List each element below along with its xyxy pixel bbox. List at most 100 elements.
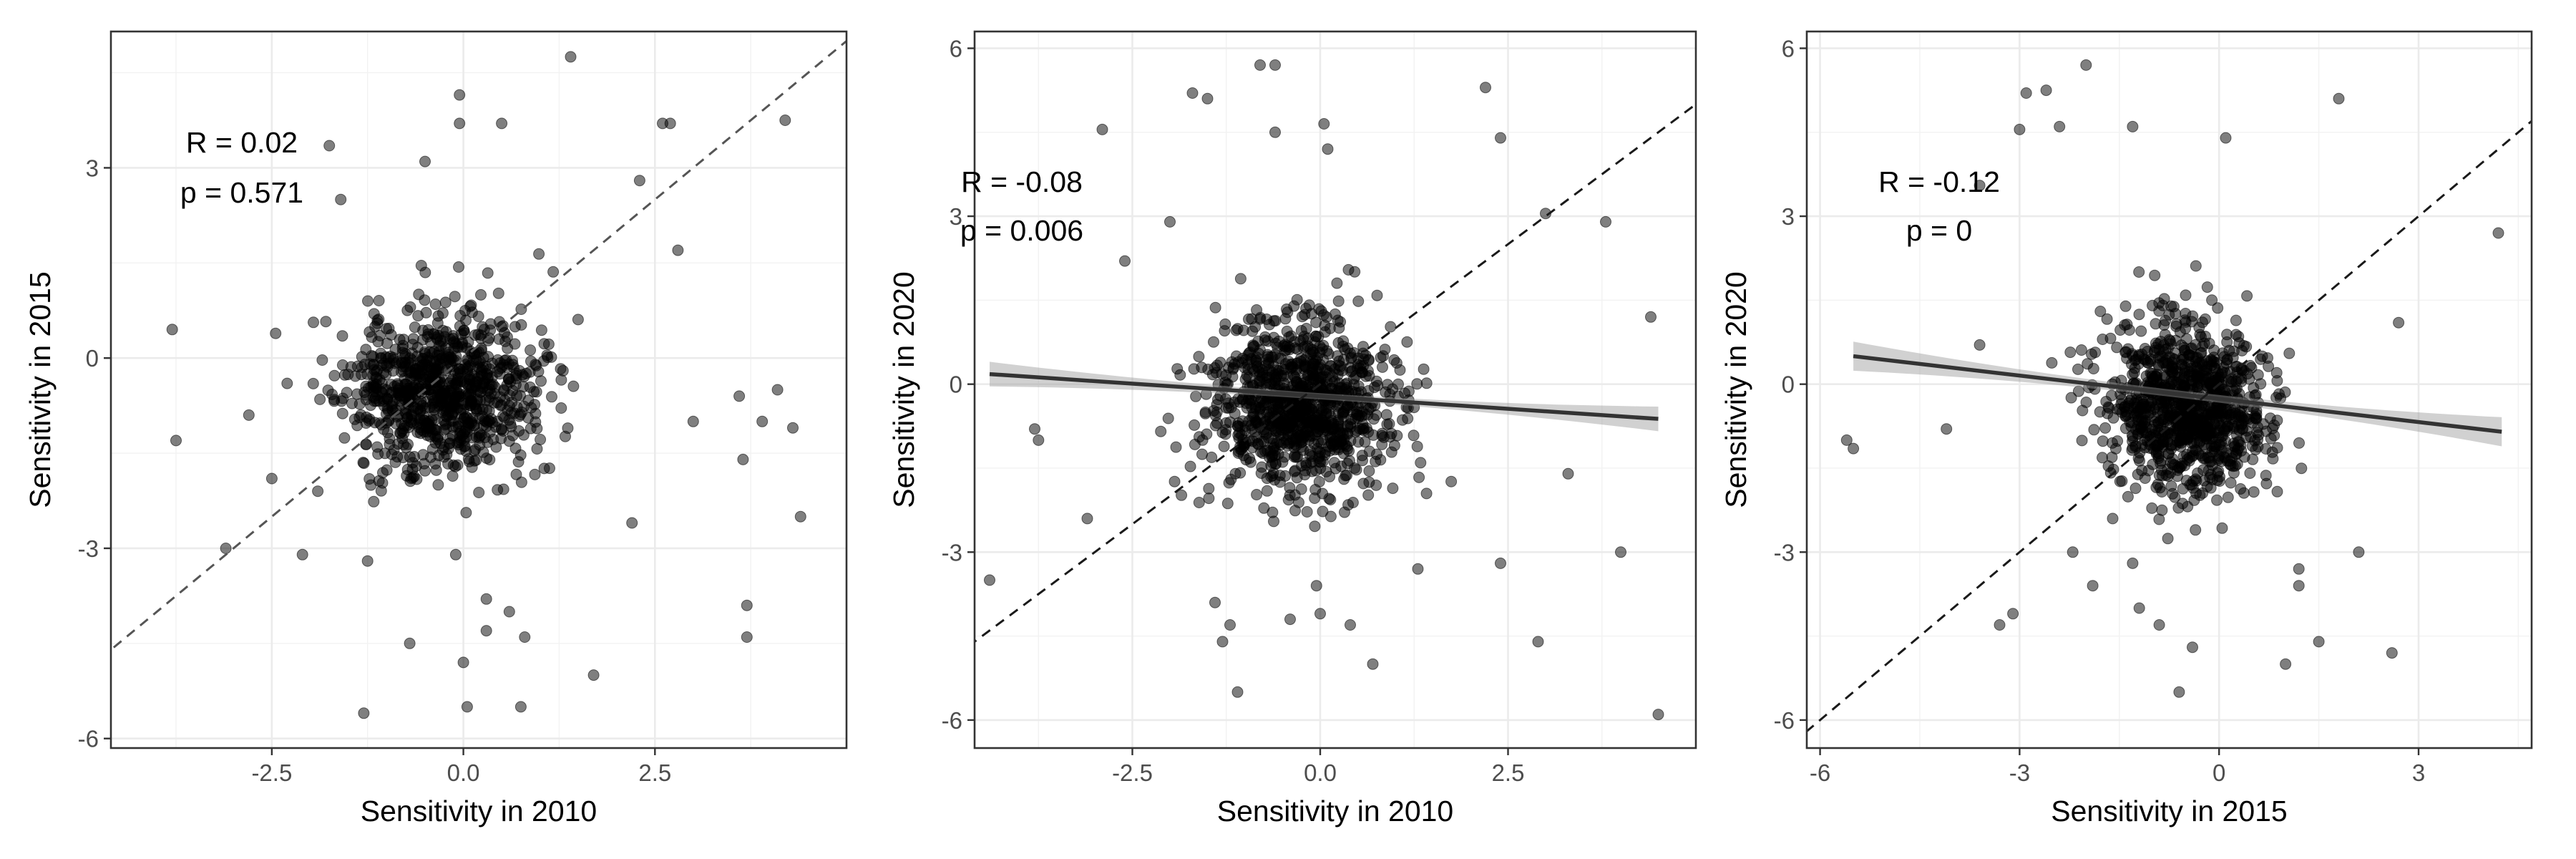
data-point xyxy=(519,631,531,643)
data-point xyxy=(2222,491,2234,503)
data-point xyxy=(2162,357,2174,369)
data-point xyxy=(1216,427,1229,439)
data-point xyxy=(1208,336,1219,348)
data-point xyxy=(2139,472,2151,484)
data-point xyxy=(2202,430,2214,442)
panel-border xyxy=(109,30,848,749)
data-point xyxy=(2162,396,2175,408)
data-point xyxy=(406,347,418,359)
data-point xyxy=(2248,486,2260,498)
data-point xyxy=(1304,374,1317,386)
data-point xyxy=(320,316,332,328)
data-point xyxy=(2127,120,2139,132)
data-point xyxy=(1306,414,1318,427)
data-point xyxy=(2146,502,2158,514)
data-point xyxy=(2220,132,2232,144)
data-point xyxy=(2153,469,2165,481)
data-point xyxy=(2211,494,2223,506)
y-tick-label: -6 xyxy=(942,707,962,734)
data-point xyxy=(1328,457,1340,469)
data-point xyxy=(425,366,437,378)
data-point xyxy=(1351,406,1363,418)
data-point xyxy=(2227,351,2239,364)
data-point xyxy=(1342,457,1354,470)
data-point xyxy=(2107,513,2119,525)
data-point xyxy=(341,387,353,399)
data-point xyxy=(460,507,472,519)
data-point xyxy=(483,405,495,417)
data-point xyxy=(348,413,361,425)
data-point xyxy=(369,395,381,407)
data-point xyxy=(1189,419,1201,431)
data-point xyxy=(1301,506,1313,518)
data-point xyxy=(1383,418,1395,430)
data-point xyxy=(2122,400,2134,412)
data-point xyxy=(525,344,537,356)
data-point xyxy=(439,354,452,366)
data-point xyxy=(2393,316,2405,329)
y-tick-label: 3 xyxy=(950,203,962,230)
data-point xyxy=(2180,401,2192,413)
data-point xyxy=(2178,379,2190,391)
data-point xyxy=(2135,325,2147,337)
data-point xyxy=(2211,427,2223,439)
data-point xyxy=(2271,442,2283,454)
data-point xyxy=(1251,304,1263,316)
data-point xyxy=(2228,467,2240,479)
data-point xyxy=(2201,281,2213,293)
data-point xyxy=(1186,87,1199,99)
data-point xyxy=(1367,429,1380,441)
data-point xyxy=(2153,619,2165,631)
y-tick-label: 0 xyxy=(950,372,962,398)
data-point xyxy=(1600,215,1611,228)
p-value-label: p = 0 xyxy=(1906,214,1972,247)
data-point xyxy=(1388,354,1400,366)
data-point xyxy=(432,479,444,491)
data-point xyxy=(371,372,383,384)
data-point xyxy=(376,477,389,489)
data-point xyxy=(484,318,497,330)
y-axis-title: Sensitivity in 2020 xyxy=(887,271,920,508)
data-point xyxy=(265,472,278,485)
data-point xyxy=(358,457,370,470)
data-point xyxy=(358,707,370,719)
data-point xyxy=(2174,413,2186,425)
data-point xyxy=(1261,472,1273,485)
data-point xyxy=(1218,440,1230,452)
data-point xyxy=(475,332,487,344)
data-point xyxy=(307,377,319,389)
data-point xyxy=(1407,430,1420,442)
data-point xyxy=(787,422,799,434)
data-point xyxy=(338,432,351,444)
data-point xyxy=(542,338,555,350)
data-point xyxy=(1296,311,1308,323)
data-point xyxy=(1243,313,1254,325)
data-point xyxy=(2187,641,2198,654)
data-point xyxy=(323,140,336,152)
data-point xyxy=(1184,460,1196,472)
data-point xyxy=(2190,487,2202,499)
data-point xyxy=(1307,402,1319,414)
x-tick-label: 3 xyxy=(2412,759,2425,786)
data-point xyxy=(737,453,749,465)
data-point xyxy=(464,359,476,372)
x-tick-label: 0.0 xyxy=(447,759,480,786)
data-point xyxy=(1170,441,1182,453)
data-point xyxy=(1284,613,1296,626)
data-point xyxy=(528,386,540,398)
data-point xyxy=(2109,442,2122,455)
data-point xyxy=(419,348,431,359)
data-point xyxy=(480,394,492,407)
data-point xyxy=(1363,465,1375,477)
data-point xyxy=(1402,412,1414,424)
data-point xyxy=(470,376,482,388)
x-tick-label: -6 xyxy=(1810,759,1830,786)
p-value-label: p = 0.006 xyxy=(960,214,1083,247)
data-point xyxy=(316,354,328,366)
data-point xyxy=(2067,546,2079,558)
data-point xyxy=(1270,404,1282,416)
data-point xyxy=(1268,515,1279,528)
data-point xyxy=(2157,299,2169,311)
data-point xyxy=(1229,467,1241,480)
data-point xyxy=(2233,388,2245,399)
